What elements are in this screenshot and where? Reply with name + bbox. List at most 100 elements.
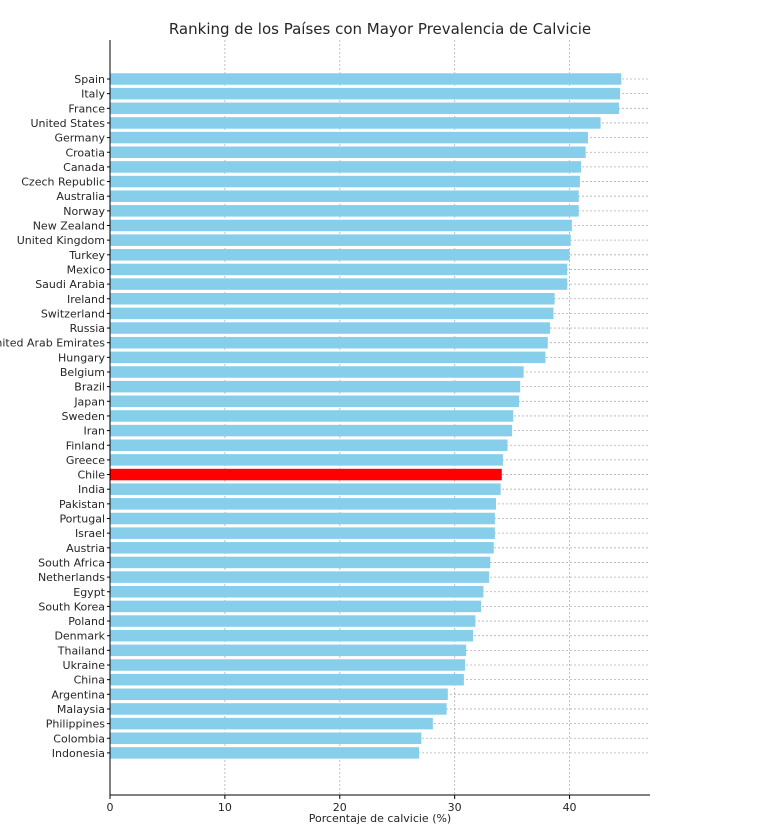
bar-turkey <box>110 249 570 261</box>
category-label: United States <box>31 117 106 130</box>
category-label: Finland <box>66 439 105 452</box>
category-label: Pakistan <box>59 498 105 511</box>
category-label: Russia <box>70 322 105 335</box>
category-label: Brazil <box>74 381 105 394</box>
bar-sweden <box>110 410 514 422</box>
bar-russia <box>110 322 551 334</box>
category-label: Hungary <box>58 351 105 364</box>
category-label: Iran <box>84 425 106 438</box>
bar-croatia <box>110 146 586 158</box>
category-label: Ukraine <box>63 659 106 672</box>
bar-mexico <box>110 263 568 276</box>
category-label: Czech Republic <box>21 176 105 189</box>
bar-netherlands <box>110 571 490 583</box>
category-label: Saudi Arabia <box>35 278 105 291</box>
x-axis-label: Porcentaje de calvicie (%) <box>309 812 451 825</box>
bar-new-zealand <box>110 219 572 232</box>
bar-denmark <box>110 629 474 642</box>
bar-colombia <box>110 732 422 744</box>
x-tick-label: 0 <box>107 801 114 814</box>
category-label: Israel <box>75 527 105 540</box>
bar-canada <box>110 161 582 173</box>
axes <box>107 40 650 796</box>
x-tick-label: 30 <box>448 801 462 814</box>
bar-india <box>110 483 501 495</box>
bar-france <box>110 102 619 115</box>
category-label: Spain <box>74 73 105 86</box>
bar-finland <box>110 439 508 451</box>
bar-australia <box>110 190 579 202</box>
category-label: Ireland <box>67 293 105 306</box>
bar-saudi-arabia <box>110 278 568 290</box>
bar-united-states <box>110 117 601 129</box>
x-tick-label: 10 <box>218 801 232 814</box>
x-tick-label: 20 <box>333 801 347 814</box>
bar-japan <box>110 395 520 408</box>
bar-switzerland <box>110 307 554 320</box>
bar-south-africa <box>110 556 491 569</box>
category-label: India <box>78 483 105 496</box>
category-label: Norway <box>63 205 105 218</box>
bar-thailand <box>110 644 467 657</box>
category-label: Thailand <box>57 644 105 657</box>
bar-pakistan <box>110 498 497 510</box>
category-label: Canada <box>63 161 105 174</box>
x-tick-label: 40 <box>563 801 577 814</box>
bar-united-arab-emirates <box>110 336 548 349</box>
bar-austria <box>110 542 494 554</box>
category-label: Indonesia <box>52 747 105 760</box>
bar-south-korea <box>110 600 482 613</box>
category-label: United Kingdom <box>17 234 105 247</box>
bar-united-kingdom <box>110 234 571 246</box>
category-label: Colombia <box>53 732 105 745</box>
bar-greece <box>110 454 503 466</box>
bar-indonesia <box>110 747 420 759</box>
category-label: United Arab Emirates <box>0 337 105 350</box>
bar-hungary <box>110 351 546 364</box>
category-label: Australia <box>56 190 105 203</box>
category-label: Japan <box>73 395 105 408</box>
category-label: South Africa <box>38 556 105 569</box>
bar-norway <box>110 205 579 217</box>
category-label: France <box>68 102 105 115</box>
category-label: Turkey <box>68 249 105 262</box>
category-label: Sweden <box>62 410 105 423</box>
category-label: Netherlands <box>38 571 105 584</box>
category-label: China <box>74 674 105 687</box>
category-label: Denmark <box>54 630 105 643</box>
bar-spain <box>110 73 622 85</box>
category-label: Egypt <box>73 586 105 599</box>
category-label: South Korea <box>38 600 105 613</box>
category-label: Argentina <box>51 688 105 701</box>
category-label: Greece <box>66 454 105 467</box>
bar-china <box>110 673 464 686</box>
category-label: Philippines <box>46 718 106 731</box>
bar-iran <box>110 424 513 437</box>
category-label: Malaysia <box>57 703 105 716</box>
category-label: Belgium <box>60 366 105 379</box>
bar-chile <box>110 468 502 481</box>
category-label: New Zealand <box>33 220 105 233</box>
category-label: Mexico <box>67 263 106 276</box>
category-label: Poland <box>68 615 105 628</box>
bar-egypt <box>110 586 484 598</box>
bar-argentina <box>110 688 448 701</box>
bar-poland <box>110 615 476 627</box>
category-label: Portugal <box>59 513 105 526</box>
bar-israel <box>110 527 495 539</box>
category-label: Austria <box>66 542 105 555</box>
bar-germany <box>110 131 588 144</box>
bars <box>110 73 622 759</box>
bar-philippines <box>110 717 433 730</box>
bar-czech-republic <box>110 175 580 188</box>
bar-portugal <box>110 512 495 525</box>
bar-ukraine <box>110 659 466 671</box>
category-label: Chile <box>77 469 105 482</box>
bar-belgium <box>110 366 524 378</box>
category-label: Croatia <box>65 146 105 159</box>
x-ticks: 0 10 20 30 40 <box>107 795 577 814</box>
bar-italy <box>110 87 621 100</box>
